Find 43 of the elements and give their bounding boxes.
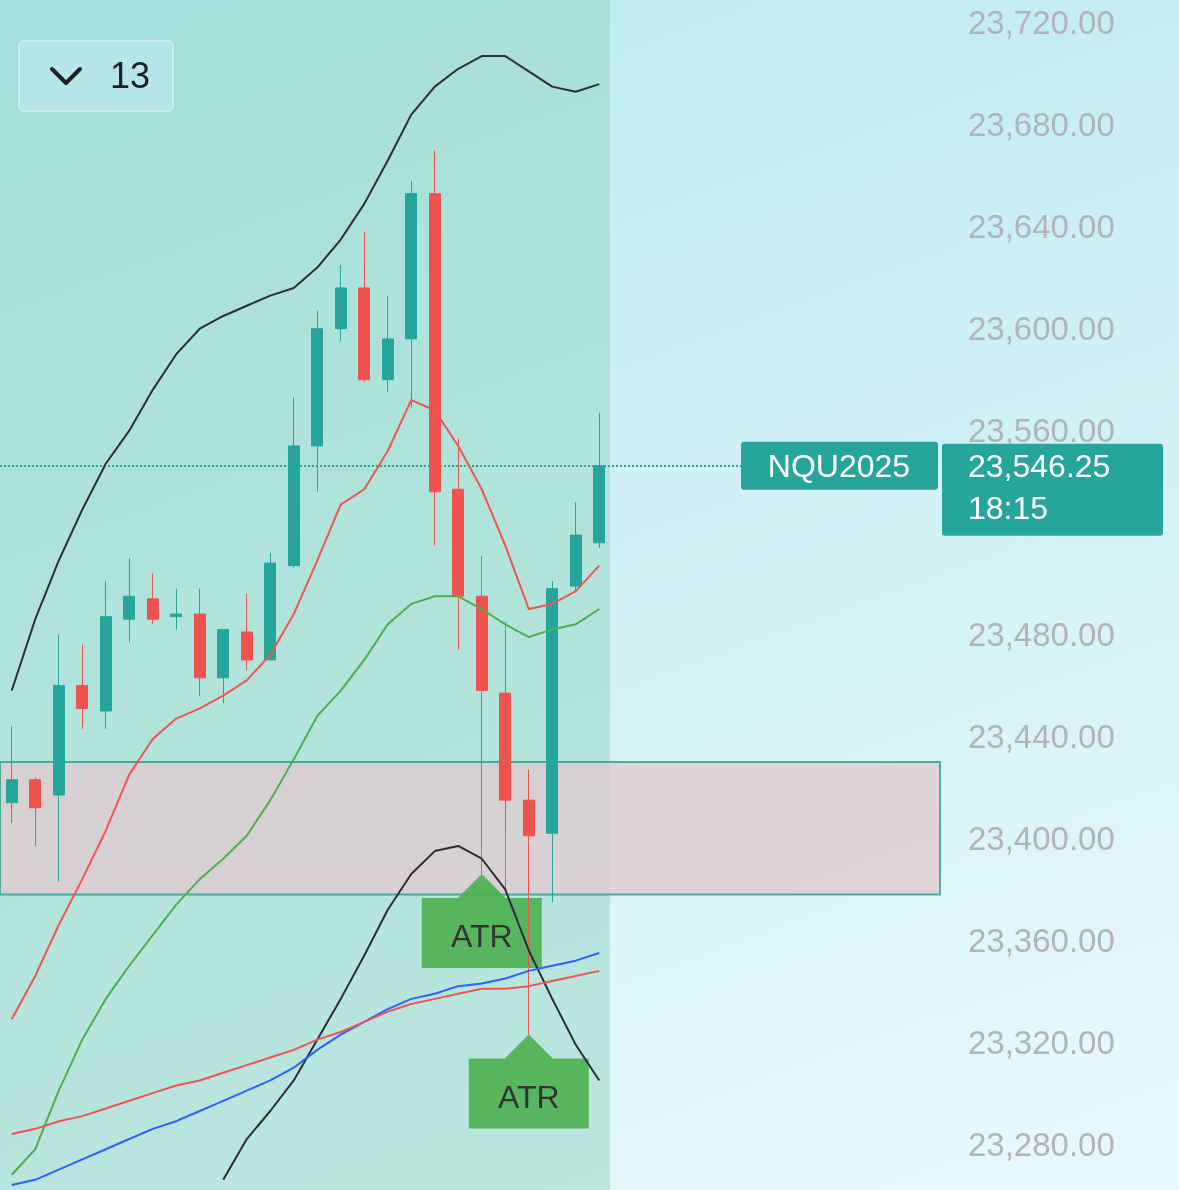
y-tick-label: 23,400.00 — [968, 819, 1115, 857]
y-tick-label: 23,480.00 — [968, 616, 1115, 653]
candlestick — [335, 264, 347, 342]
candlestick — [382, 295, 394, 393]
candlestick — [29, 776, 41, 847]
ref-line-label: NQU2025 — [767, 447, 911, 484]
y-tick-label: 23,640.00 — [968, 208, 1115, 246]
dropdown-button: 13 — [18, 40, 174, 112]
text: 23,546.25 — [968, 447, 1111, 484]
candlestick — [570, 501, 582, 592]
candlestick — [546, 580, 558, 903]
candlestick — [194, 588, 206, 697]
line-series — [10, 55, 601, 692]
candlestick — [405, 180, 417, 409]
candlestick — [100, 580, 112, 730]
candlestick — [499, 621, 511, 890]
candlestick — [76, 644, 88, 730]
candlestick — [241, 593, 253, 671]
y-tick-label: 23,720.00 — [968, 4, 1115, 42]
candlestick — [217, 628, 229, 704]
y-tick-label: 23,680.00 — [968, 106, 1115, 144]
line-series — [222, 845, 601, 1181]
y-tick-label: 23,360.00 — [968, 921, 1115, 959]
annotation: 13 — [110, 55, 151, 97]
y-tick-label: 23,440.00 — [968, 717, 1115, 755]
candlestick — [6, 725, 18, 824]
candlestick — [452, 437, 464, 651]
candlestick — [476, 555, 488, 875]
line-series — [10, 952, 601, 1186]
y-tick-label: 23,600.00 — [968, 310, 1115, 348]
y-tick-label: 23,560.00 — [968, 412, 1115, 450]
candlestick — [147, 572, 159, 625]
annotation: ATR — [497, 1078, 560, 1115]
candlestick — [170, 588, 182, 630]
candlestick — [123, 557, 135, 643]
line-series — [10, 595, 601, 1176]
y-tick-label: 23,320.00 — [968, 1023, 1115, 1061]
text: 18:15 — [968, 489, 1049, 526]
annotation: ATR — [450, 918, 513, 955]
y-tick-label: 23,280.00 — [968, 1125, 1115, 1163]
candlestick — [358, 231, 370, 383]
candlestick — [264, 552, 276, 661]
candlestick — [53, 634, 65, 883]
